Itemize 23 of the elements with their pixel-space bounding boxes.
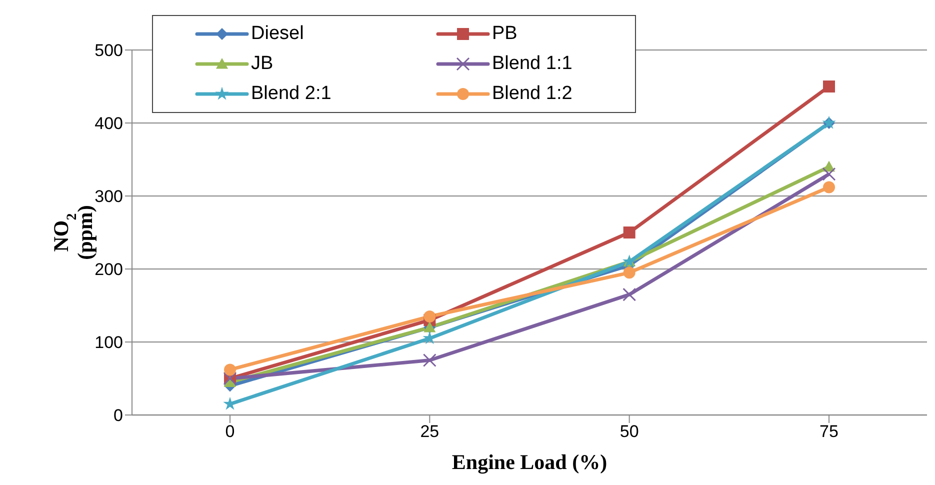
point bbox=[424, 310, 436, 322]
x-axis-title: Engine Load (%) bbox=[452, 450, 608, 474]
legend-label: JB bbox=[251, 53, 274, 75]
y-tick-label: 300 bbox=[94, 187, 123, 206]
point bbox=[623, 226, 636, 238]
x-tick-label: 50 bbox=[620, 422, 639, 442]
x-tick-label: 25 bbox=[420, 422, 440, 442]
point bbox=[823, 80, 835, 92]
legend-label: PB bbox=[492, 23, 518, 45]
y-tick-label: 400 bbox=[94, 114, 123, 134]
y-tick-label: 100 bbox=[94, 333, 123, 352]
point bbox=[623, 266, 636, 279]
legend-label: Blend 1:1 bbox=[492, 53, 572, 75]
x-tick-label: 0 bbox=[225, 422, 235, 442]
y-tick-label: 200 bbox=[94, 260, 123, 280]
legend-label: Blend 2:1 bbox=[251, 83, 332, 105]
legend-label: Blend 1:2 bbox=[492, 83, 572, 105]
x-tick-label: 75 bbox=[820, 422, 838, 442]
legend-label: Diesel bbox=[251, 23, 304, 45]
y-tick-label: 500 bbox=[94, 41, 123, 60]
y-tick-label: 0 bbox=[114, 406, 123, 426]
point bbox=[823, 181, 835, 194]
point bbox=[224, 364, 236, 376]
